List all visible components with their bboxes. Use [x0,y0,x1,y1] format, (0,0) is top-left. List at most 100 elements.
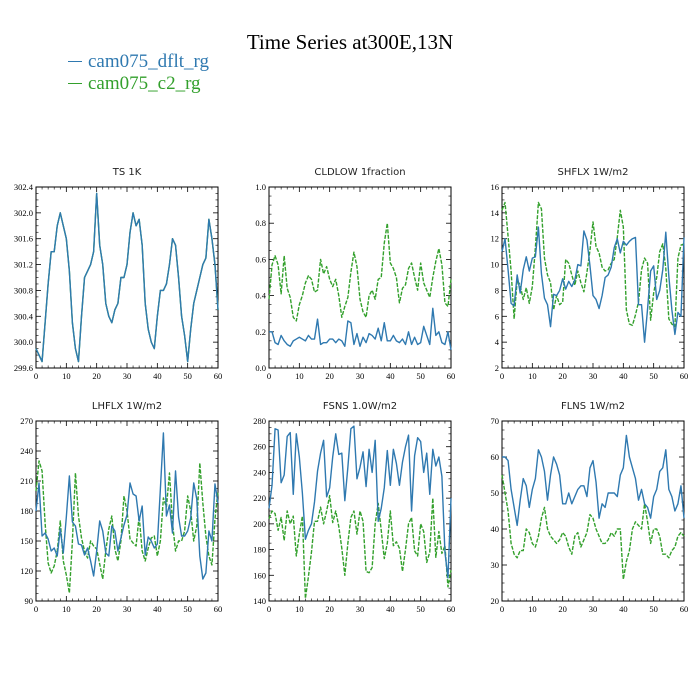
panel-title: TS 1K [112,167,142,178]
y-tick-label: 12 [491,234,500,244]
x-tick-label: 40 [619,604,628,614]
y-tick-label: 210 [20,476,33,486]
x-tick-label: 20 [325,371,334,381]
x-tick-label: 30 [356,371,365,381]
series-line-dflt [269,307,452,351]
x-tick-label: 60 [680,371,689,381]
y-tick-label: 70 [491,416,500,426]
y-tick-label: 140 [253,596,266,606]
y-tick-label: 14 [491,208,500,218]
x-tick-label: 0 [34,604,38,614]
x-tick-label: 40 [153,371,162,381]
y-tick-label: 180 [20,506,33,516]
series-line-dflt [35,432,219,580]
panel-title: LHFLX 1W/m2 [92,401,162,412]
x-tick-label: 60 [447,371,456,381]
y-tick-label: 302.4 [14,182,34,192]
panel-5: FLNS 1W/m2 0 10 20 30 40 50 60 20 30 40 50 60 70 [491,401,689,614]
panel-title: SHFLX 1W/m2 [558,167,629,178]
x-tick-label: 10 [295,371,304,381]
panel-3: LHFLX 1W/m2 0 10 20 30 40 50 60 90 120 150 180 210 24… [20,401,222,614]
x-tick-label: 40 [386,604,395,614]
panel-title: CLDLOW 1fraction [314,167,405,178]
y-tick-label: 120 [20,566,33,576]
y-tick-label: 16 [491,182,500,192]
y-tick-label: 60 [491,452,500,462]
series-line-c2 [268,222,452,322]
legend-label-dflt: cam075_dflt_rg [88,51,210,72]
series-line-c2 [268,494,452,600]
x-tick-label: 50 [416,371,425,381]
y-tick-label: 240 [20,446,33,456]
x-tick-label: 20 [92,371,101,381]
x-tick-label: 30 [356,604,365,614]
legend-swatch-dflt [68,61,82,63]
x-tick-label: 60 [680,604,689,614]
y-tick-label: 30 [491,560,500,570]
y-tick-label: 301.2 [14,260,33,270]
series-line-c2 [35,460,219,594]
plot-frame [268,420,452,602]
y-tick-label: 10 [491,260,500,270]
x-tick-label: 10 [528,604,537,614]
y-tick-label: 2 [495,363,499,373]
x-tick-label: 20 [558,604,567,614]
plot-frame [501,420,685,602]
panel-title: FLNS 1W/m2 [561,401,625,412]
series-line-dflt [268,425,452,579]
y-tick-label: 270 [20,416,33,426]
y-tick-label: 0.0 [255,363,266,373]
series-line-c2 [501,201,685,328]
x-tick-label: 10 [528,371,537,381]
x-tick-label: 40 [153,604,162,614]
y-tick-label: 8 [495,285,499,295]
y-tick-label: 300.8 [14,285,33,295]
y-tick-label: 220 [253,493,266,503]
legend-entry-c2: cam075_c2_rg [68,73,201,95]
x-tick-label: 0 [267,604,271,614]
y-tick-label: 4 [495,337,500,347]
x-tick-label: 0 [500,371,504,381]
x-tick-label: 30 [589,604,598,614]
series-line-dflt [501,226,685,343]
x-tick-label: 30 [589,371,598,381]
y-tick-label: 301.6 [14,234,33,244]
x-tick-label: 50 [183,371,192,381]
series-line-dflt [35,192,219,363]
legend-entry-dflt: cam075_dflt_rg [68,51,209,73]
y-tick-label: 300.0 [14,337,33,347]
series-line-dflt [502,434,685,527]
panel-4: FSNS 1.0W/m2 0 10 20 30 40 50 60 140 160 180 200 220… [253,401,455,614]
x-tick-label: 30 [123,604,132,614]
panel-2: SHFLX 1W/m2 0 10 20 30 40 50 60 2 4 6 8 10 12 14 16 [491,167,689,381]
x-tick-label: 10 [62,604,71,614]
x-tick-label: 20 [92,604,101,614]
y-tick-label: 300.4 [14,311,34,321]
page-title: Time Series at300E,13N [246,30,454,54]
y-tick-label: 260 [253,442,266,452]
y-tick-label: 0.2 [255,327,266,337]
y-tick-label: 0.4 [255,291,266,301]
y-tick-label: 240 [253,467,266,477]
x-tick-label: 50 [416,604,425,614]
x-tick-label: 60 [214,371,223,381]
panel-0: TS 1K 0 10 20 30 40 50 60 299.6 300.0 300.4 300.8 30… [14,167,222,381]
series-line-c2 [501,474,685,581]
y-tick-label: 302.0 [14,208,33,218]
legend-label-c2: cam075_c2_rg [88,73,201,94]
y-tick-label: 160 [253,570,266,580]
x-tick-label: 0 [34,371,38,381]
x-tick-label: 50 [649,371,658,381]
y-tick-label: 280 [253,416,266,426]
x-tick-label: 60 [447,604,456,614]
x-tick-label: 20 [558,371,567,381]
x-tick-label: 0 [500,604,504,614]
y-tick-label: 200 [253,519,266,529]
x-tick-label: 40 [386,371,395,381]
y-tick-label: 180 [253,545,266,555]
y-tick-label: 0.6 [255,254,266,264]
plot-frame [268,186,452,369]
y-tick-label: 1.0 [255,182,266,192]
x-tick-label: 0 [267,371,271,381]
